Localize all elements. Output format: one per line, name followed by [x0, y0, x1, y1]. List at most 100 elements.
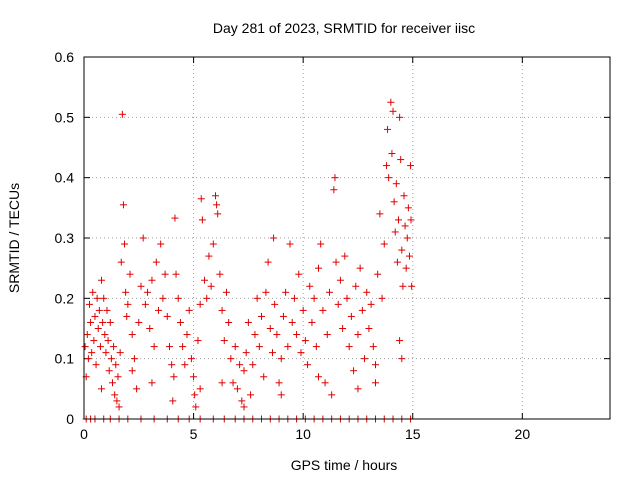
- data-point: [218, 379, 226, 387]
- y-tick-label: 0.1: [55, 351, 75, 367]
- data-point: [308, 318, 316, 326]
- data-point: [275, 379, 283, 387]
- data-point: [319, 306, 327, 314]
- y-axis-label: SRMTID / TECUs: [6, 183, 22, 293]
- data-point: [266, 325, 274, 332]
- data-point: [122, 288, 130, 296]
- data-point: [155, 306, 163, 314]
- data-point: [317, 240, 325, 248]
- data-point: [251, 331, 259, 339]
- data-point: [262, 288, 270, 296]
- data-point: [398, 246, 406, 254]
- data-point: [148, 276, 156, 284]
- data-point: [157, 240, 165, 248]
- y-tick-label: 0.5: [55, 109, 75, 125]
- data-point: [88, 349, 96, 357]
- data-point: [374, 270, 382, 278]
- data-point: [128, 331, 136, 339]
- data-point: [273, 331, 281, 339]
- data-point: [214, 210, 222, 218]
- y-tick-label: 0.2: [55, 290, 75, 306]
- data-point: [260, 373, 268, 381]
- data-point: [282, 288, 290, 296]
- data-point: [345, 343, 353, 351]
- data-point: [107, 355, 115, 363]
- data-point: [240, 403, 248, 411]
- data-point: [96, 343, 104, 351]
- x-tick-label: 10: [295, 426, 311, 442]
- data-point: [325, 288, 333, 296]
- data-point: [388, 150, 396, 158]
- data-point: [247, 391, 255, 399]
- data-point: [144, 288, 152, 296]
- data-point: [123, 312, 131, 320]
- data-point: [179, 343, 187, 351]
- data-point: [108, 379, 116, 387]
- data-point: [111, 391, 119, 399]
- data-point: [104, 337, 112, 345]
- data-point: [176, 318, 184, 326]
- data-point: [255, 343, 263, 351]
- data-point: [354, 331, 362, 339]
- data-point: [371, 379, 379, 387]
- data-point: [169, 397, 177, 405]
- data-point: [191, 391, 199, 399]
- data-point: [284, 343, 292, 351]
- data-point: [238, 397, 246, 405]
- data-point: [288, 318, 296, 326]
- data-point: [315, 373, 323, 381]
- data-point: [365, 325, 373, 332]
- data-point: [105, 367, 113, 375]
- data-point: [330, 186, 338, 194]
- data-point: [328, 391, 336, 399]
- data-point: [194, 337, 202, 345]
- data-point: [295, 270, 303, 278]
- data-point: [382, 162, 390, 170]
- data-point: [354, 385, 362, 393]
- data-point: [315, 264, 323, 272]
- data-point: [380, 240, 388, 248]
- data-point: [231, 343, 239, 351]
- data-point: [378, 294, 386, 302]
- data-points: [81, 98, 416, 423]
- data-point: [236, 361, 244, 369]
- data-point: [146, 325, 154, 332]
- data-point: [116, 349, 124, 357]
- data-point: [341, 252, 349, 260]
- data-point: [358, 306, 366, 314]
- data-point: [304, 361, 312, 369]
- data-point: [209, 240, 217, 248]
- data-point: [403, 234, 411, 242]
- data-point: [150, 343, 158, 351]
- data-point: [356, 264, 364, 272]
- data-point: [402, 264, 410, 272]
- data-point: [347, 312, 355, 320]
- data-point: [222, 288, 230, 296]
- data-point: [249, 361, 257, 369]
- data-point: [117, 258, 125, 266]
- data-point: [393, 258, 401, 266]
- data-point: [408, 282, 416, 290]
- data-point: [371, 361, 379, 369]
- data-point: [264, 258, 272, 266]
- data-point: [396, 113, 404, 121]
- data-point: [119, 201, 127, 209]
- data-point: [137, 282, 145, 290]
- data-point: [172, 270, 180, 278]
- data-point: [128, 367, 136, 375]
- data-point: [385, 174, 393, 182]
- data-point: [240, 367, 248, 375]
- data-point: [183, 331, 191, 339]
- data-point: [404, 204, 412, 212]
- data-point: [93, 294, 101, 302]
- data-point: [198, 216, 206, 224]
- plot-frame: [83, 56, 611, 420]
- data-point: [187, 355, 195, 363]
- data-point: [212, 192, 219, 200]
- data-point: [100, 294, 108, 302]
- data-point: [299, 306, 307, 314]
- data-point: [253, 294, 261, 302]
- y-tick-label: 0.3: [55, 230, 75, 246]
- data-point: [310, 294, 318, 302]
- data-point: [361, 355, 369, 363]
